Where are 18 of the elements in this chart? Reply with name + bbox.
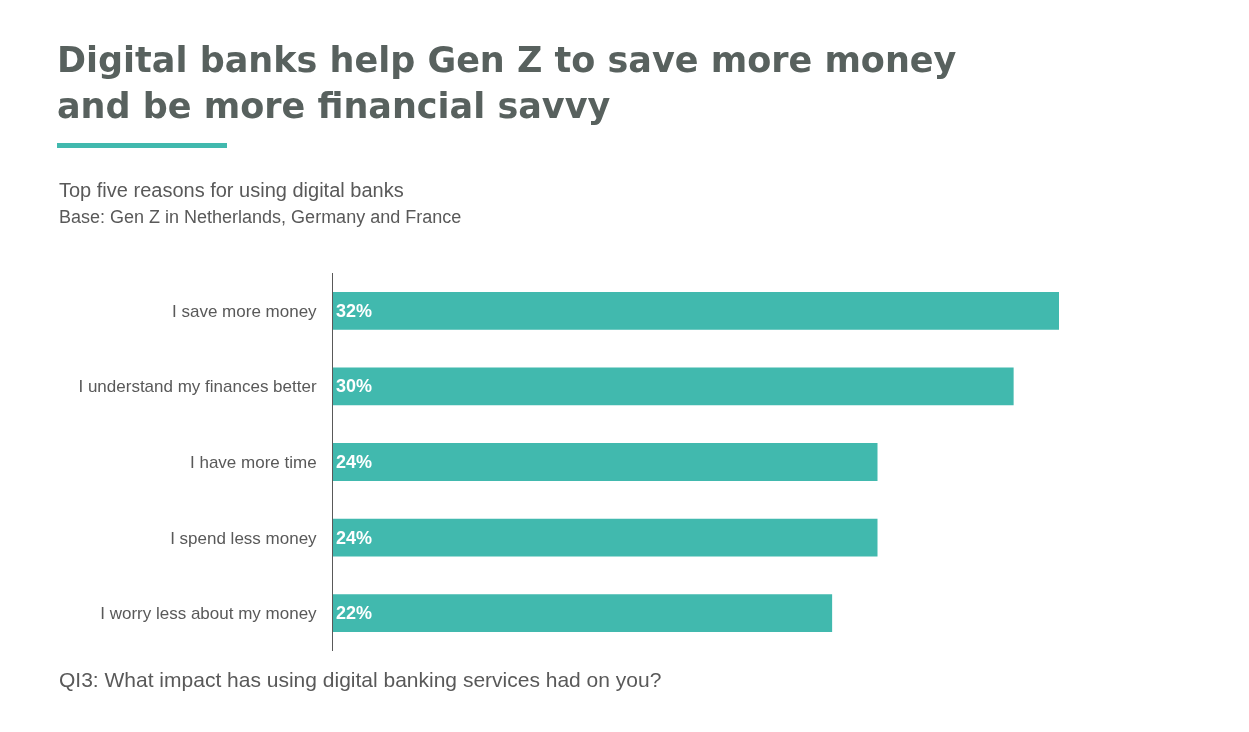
text: QI3: What impact has using digital banking services had on you? (59, 668, 662, 691)
y-tick-label: I worry less about my money (100, 604, 318, 624)
data-label: 24% (336, 452, 373, 472)
y-tick-label: I save more money (172, 301, 318, 321)
chart-title: Digital banks help Gen Z to save more money and be more financial savvy (57, 40, 957, 126)
y-tick-label: I understand my finances better (78, 377, 317, 397)
data-label: 30% (336, 376, 373, 397)
bar (333, 443, 878, 481)
y-tick-label: I have more time (189, 452, 317, 472)
bar (333, 518, 878, 557)
data-label: 32% (336, 300, 373, 321)
bar (333, 291, 1059, 330)
data-label: 24% (336, 527, 373, 548)
data-label: 22% (336, 603, 373, 624)
bar (333, 367, 1014, 406)
bar (333, 594, 833, 633)
y-tick-label: I spend less money (170, 528, 318, 548)
chart-subtitle: Top five reasons for using digital banks Base: Gen Z in Netherlands, Germany and France (59, 179, 462, 227)
